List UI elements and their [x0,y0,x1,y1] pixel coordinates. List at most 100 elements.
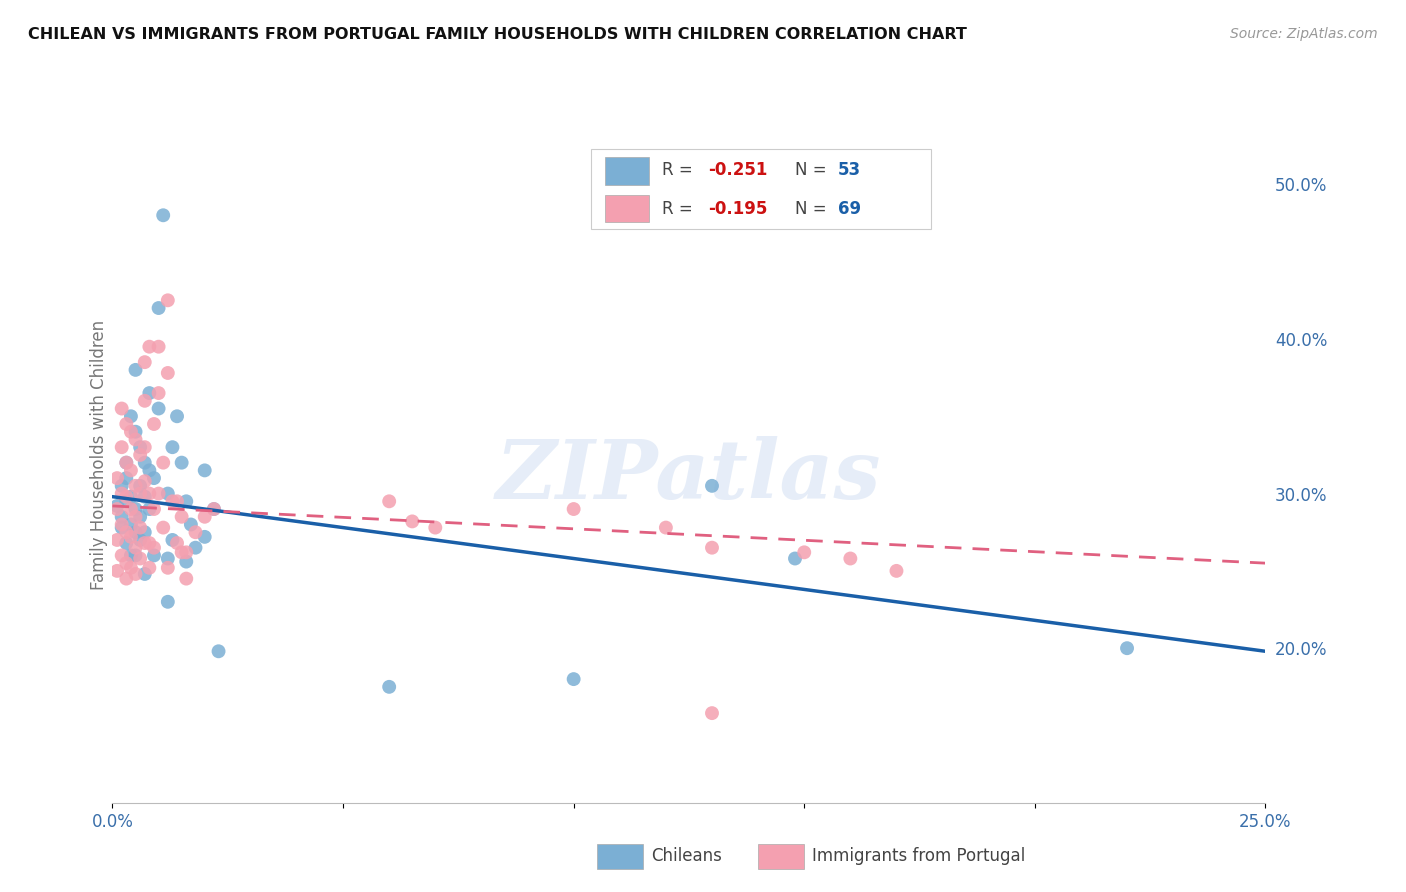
Point [148,486,170,500]
Point [138,386,160,401]
Point [124,479,146,493]
Point [129,479,152,493]
Point [124,541,146,555]
Point [202,502,225,516]
Point [170,456,193,470]
Point [115,456,138,470]
Point [138,536,160,550]
Point [793,545,815,559]
Point [138,486,160,500]
Point [143,541,166,555]
Point [184,525,207,540]
Point [134,474,156,488]
Point [174,545,197,559]
Point [115,490,138,504]
Point [124,433,146,447]
Text: ZIPatlas: ZIPatlas [496,436,882,516]
Point [120,549,142,563]
Point [1116,641,1139,656]
Point [152,520,174,534]
Point [111,509,134,524]
Point [138,463,160,477]
Point [166,409,188,424]
Point [111,440,134,454]
Point [120,530,142,544]
Point [124,525,146,540]
Point [156,486,179,500]
Point [111,517,134,532]
Point [120,490,142,504]
Point [166,494,188,508]
Point [129,440,152,454]
Text: -0.195: -0.195 [709,200,768,218]
Point [194,530,217,544]
Point [105,502,128,516]
Point [425,520,447,534]
Point [180,517,202,532]
Point [134,393,156,408]
Text: -0.251: -0.251 [709,161,768,179]
Point [194,509,217,524]
Point [120,561,142,575]
Point [162,440,184,454]
Point [143,471,166,485]
Point [115,536,138,550]
Point [129,509,152,524]
Point [156,595,179,609]
Point [166,536,188,550]
Point [174,555,197,569]
Point [156,551,179,566]
Y-axis label: Family Households with Children: Family Households with Children [90,320,108,590]
Point [134,536,156,550]
Point [152,456,174,470]
Point [111,549,134,563]
Point [174,494,197,508]
Point [120,425,142,439]
Point [120,502,142,516]
Text: Immigrants from Portugal: Immigrants from Portugal [813,847,1025,865]
Point [124,566,146,581]
FancyBboxPatch shape [596,844,643,869]
Point [152,208,174,222]
Point [124,363,146,377]
Point [124,549,146,563]
Point [124,425,146,439]
Point [700,706,723,720]
Point [120,463,142,477]
Point [839,551,862,566]
Point [115,456,138,470]
Text: R =: R = [662,200,699,218]
Point [134,456,156,470]
Point [207,644,229,658]
Point [148,301,170,315]
FancyBboxPatch shape [591,149,931,229]
Point [162,533,184,547]
Point [124,502,146,516]
Point [111,479,134,493]
Point [115,471,138,485]
FancyBboxPatch shape [605,194,648,222]
Text: Source: ZipAtlas.com: Source: ZipAtlas.com [1230,27,1378,41]
Point [156,293,179,308]
Point [184,541,207,555]
Point [134,440,156,454]
FancyBboxPatch shape [758,844,804,869]
Point [401,515,423,529]
Point [105,499,128,513]
Point [129,551,152,566]
Point [105,564,128,578]
Point [156,366,179,380]
Point [170,509,193,524]
Text: R =: R = [662,161,699,179]
Point [143,549,166,563]
Point [120,409,142,424]
Point [129,533,152,547]
Point [138,561,160,575]
Point [143,417,166,431]
Text: 53: 53 [838,161,860,179]
Point [105,533,128,547]
Point [148,401,170,416]
FancyBboxPatch shape [605,157,648,185]
Text: N =: N = [794,200,832,218]
Point [129,520,152,534]
